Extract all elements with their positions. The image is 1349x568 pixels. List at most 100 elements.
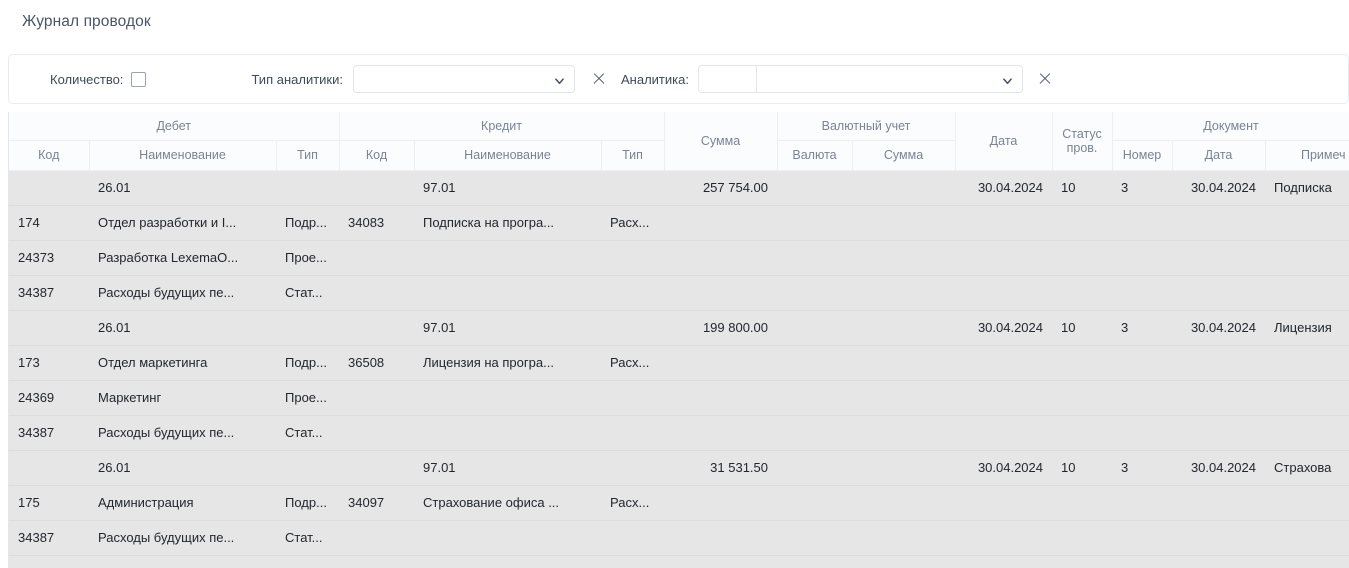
cell-currency-code[interactable]: [777, 170, 853, 206]
cell-date[interactable]: [955, 205, 1053, 241]
cell-date[interactable]: [955, 240, 1053, 276]
cell-credit-type[interactable]: [601, 415, 665, 451]
column-header-date[interactable]: Дата: [955, 112, 1053, 171]
cell-amount[interactable]: [664, 415, 778, 451]
cell-currency-code[interactable]: [777, 275, 853, 311]
cell-currency-sum[interactable]: [852, 555, 956, 568]
table-row[interactable]: 26.01 97.01 97 066.64 30.04.2024 10 3 30.04.20…: [9, 555, 1349, 568]
cell-credit-type[interactable]: [601, 555, 665, 568]
cell-doc-note[interactable]: [1265, 345, 1349, 381]
cell-doc-date[interactable]: [1172, 415, 1266, 451]
column-header-amount[interactable]: Сумма: [664, 112, 778, 171]
cell-amount[interactable]: [664, 275, 778, 311]
cell-amount[interactable]: 31 531.50: [664, 450, 778, 486]
cell-currency-code[interactable]: [777, 450, 853, 486]
cell-credit-name[interactable]: [414, 275, 601, 311]
cell-currency-sum[interactable]: [852, 170, 956, 206]
cell-currency-code[interactable]: [777, 240, 853, 276]
cell-currency-code[interactable]: [777, 520, 853, 556]
cell-status[interactable]: [1052, 205, 1113, 241]
cell-doc-number[interactable]: [1112, 520, 1173, 556]
analytics-type-select[interactable]: [352, 65, 575, 93]
cell-currency-code[interactable]: [777, 345, 853, 381]
cell-status[interactable]: [1052, 415, 1113, 451]
cell-currency-code[interactable]: [777, 310, 853, 346]
cell-credit-code[interactable]: 34083: [339, 205, 414, 241]
group-header-currency[interactable]: Валютный учет: [777, 112, 956, 141]
cell-doc-date[interactable]: 30.04.2024: [1172, 170, 1266, 206]
cell-debit-code[interactable]: 24369: [9, 380, 89, 416]
column-header-currency-code[interactable]: Валюта: [777, 140, 853, 171]
cell-debit-name[interactable]: Разработка LexemaO...: [89, 240, 276, 276]
cell-currency-code[interactable]: [777, 555, 853, 568]
cell-amount[interactable]: [664, 520, 778, 556]
cell-credit-code[interactable]: 36508: [339, 345, 414, 381]
cell-debit-code[interactable]: [9, 310, 89, 346]
cell-debit-name[interactable]: Расходы будущих пе...: [89, 415, 276, 451]
table-row[interactable]: 26.01 97.01 257 754.00 30.04.2024 10 3 30.04.2…: [9, 170, 1349, 206]
cell-credit-name[interactable]: 97.01: [414, 450, 601, 486]
cell-credit-code[interactable]: [339, 240, 414, 276]
cell-debit-name[interactable]: Отдел маркетинга: [89, 345, 276, 381]
cell-amount[interactable]: [664, 380, 778, 416]
column-header-currency-sum[interactable]: Сумма: [852, 140, 956, 171]
cell-date[interactable]: 30.04.2024: [955, 310, 1053, 346]
cell-currency-sum[interactable]: [852, 485, 956, 521]
cell-doc-date[interactable]: [1172, 520, 1266, 556]
cell-debit-type[interactable]: Стат...: [276, 520, 339, 556]
cell-doc-note[interactable]: [1265, 275, 1349, 311]
cell-currency-sum[interactable]: [852, 205, 956, 241]
cell-credit-code[interactable]: [339, 450, 414, 486]
cell-credit-code[interactable]: [339, 170, 414, 206]
cell-doc-note[interactable]: [1265, 415, 1349, 451]
cell-credit-type[interactable]: [601, 520, 665, 556]
cell-debit-type[interactable]: Стат...: [276, 275, 339, 311]
group-header-debit[interactable]: Дебет: [9, 112, 340, 141]
column-header-status[interactable]: Статус пров.: [1052, 112, 1113, 171]
cell-status[interactable]: 10: [1052, 555, 1113, 568]
column-header-doc-number[interactable]: Номер: [1112, 140, 1173, 171]
cell-currency-code[interactable]: [777, 205, 853, 241]
cell-amount[interactable]: [664, 345, 778, 381]
cell-credit-code[interactable]: [339, 380, 414, 416]
cell-debit-name[interactable]: Расходы будущих пе...: [89, 520, 276, 556]
cell-date[interactable]: [955, 380, 1053, 416]
cell-credit-name[interactable]: [414, 520, 601, 556]
cell-doc-number[interactable]: [1112, 485, 1173, 521]
column-header-doc-note[interactable]: Примеч: [1265, 140, 1349, 171]
cell-date[interactable]: [955, 345, 1053, 381]
cell-doc-date[interactable]: 30.04.2024: [1172, 310, 1266, 346]
cell-debit-type[interactable]: [276, 170, 339, 206]
cell-status[interactable]: [1052, 380, 1113, 416]
column-header-debit-name[interactable]: Наименование: [89, 140, 277, 171]
cell-doc-number[interactable]: 3: [1112, 310, 1173, 346]
column-header-credit-name[interactable]: Наименование: [414, 140, 602, 171]
cell-debit-type[interactable]: Прое...: [276, 380, 339, 416]
cell-debit-type[interactable]: Подр...: [276, 205, 339, 241]
cell-debit-name[interactable]: Расходы будущих пе...: [89, 275, 276, 311]
cell-debit-type[interactable]: Прое...: [276, 240, 339, 276]
cell-credit-name[interactable]: Подписка на програ...: [414, 205, 601, 241]
cell-debit-type[interactable]: Стат...: [276, 415, 339, 451]
cell-doc-number[interactable]: [1112, 345, 1173, 381]
cell-credit-code[interactable]: [339, 555, 414, 568]
cell-doc-date[interactable]: 30.04.2024: [1172, 450, 1266, 486]
column-header-credit-code[interactable]: Код: [339, 140, 415, 171]
cell-doc-date[interactable]: [1172, 345, 1266, 381]
cell-doc-number[interactable]: [1112, 415, 1173, 451]
cell-doc-number[interactable]: [1112, 380, 1173, 416]
cell-debit-code[interactable]: 34387: [9, 520, 89, 556]
cell-credit-type[interactable]: [601, 170, 665, 206]
cell-doc-note[interactable]: [1265, 485, 1349, 521]
column-header-debit-type[interactable]: Тип: [276, 140, 340, 171]
clear-analytics-button[interactable]: [1037, 71, 1053, 87]
cell-debit-type[interactable]: [276, 310, 339, 346]
cell-credit-name[interactable]: 97.01: [414, 555, 601, 568]
cell-amount[interactable]: [664, 205, 778, 241]
cell-debit-name[interactable]: Маркетинг: [89, 380, 276, 416]
cell-credit-code[interactable]: [339, 275, 414, 311]
column-header-credit-type[interactable]: Тип: [601, 140, 665, 171]
analytics-select[interactable]: [697, 65, 1023, 93]
cell-date[interactable]: [955, 415, 1053, 451]
cell-date[interactable]: [955, 520, 1053, 556]
